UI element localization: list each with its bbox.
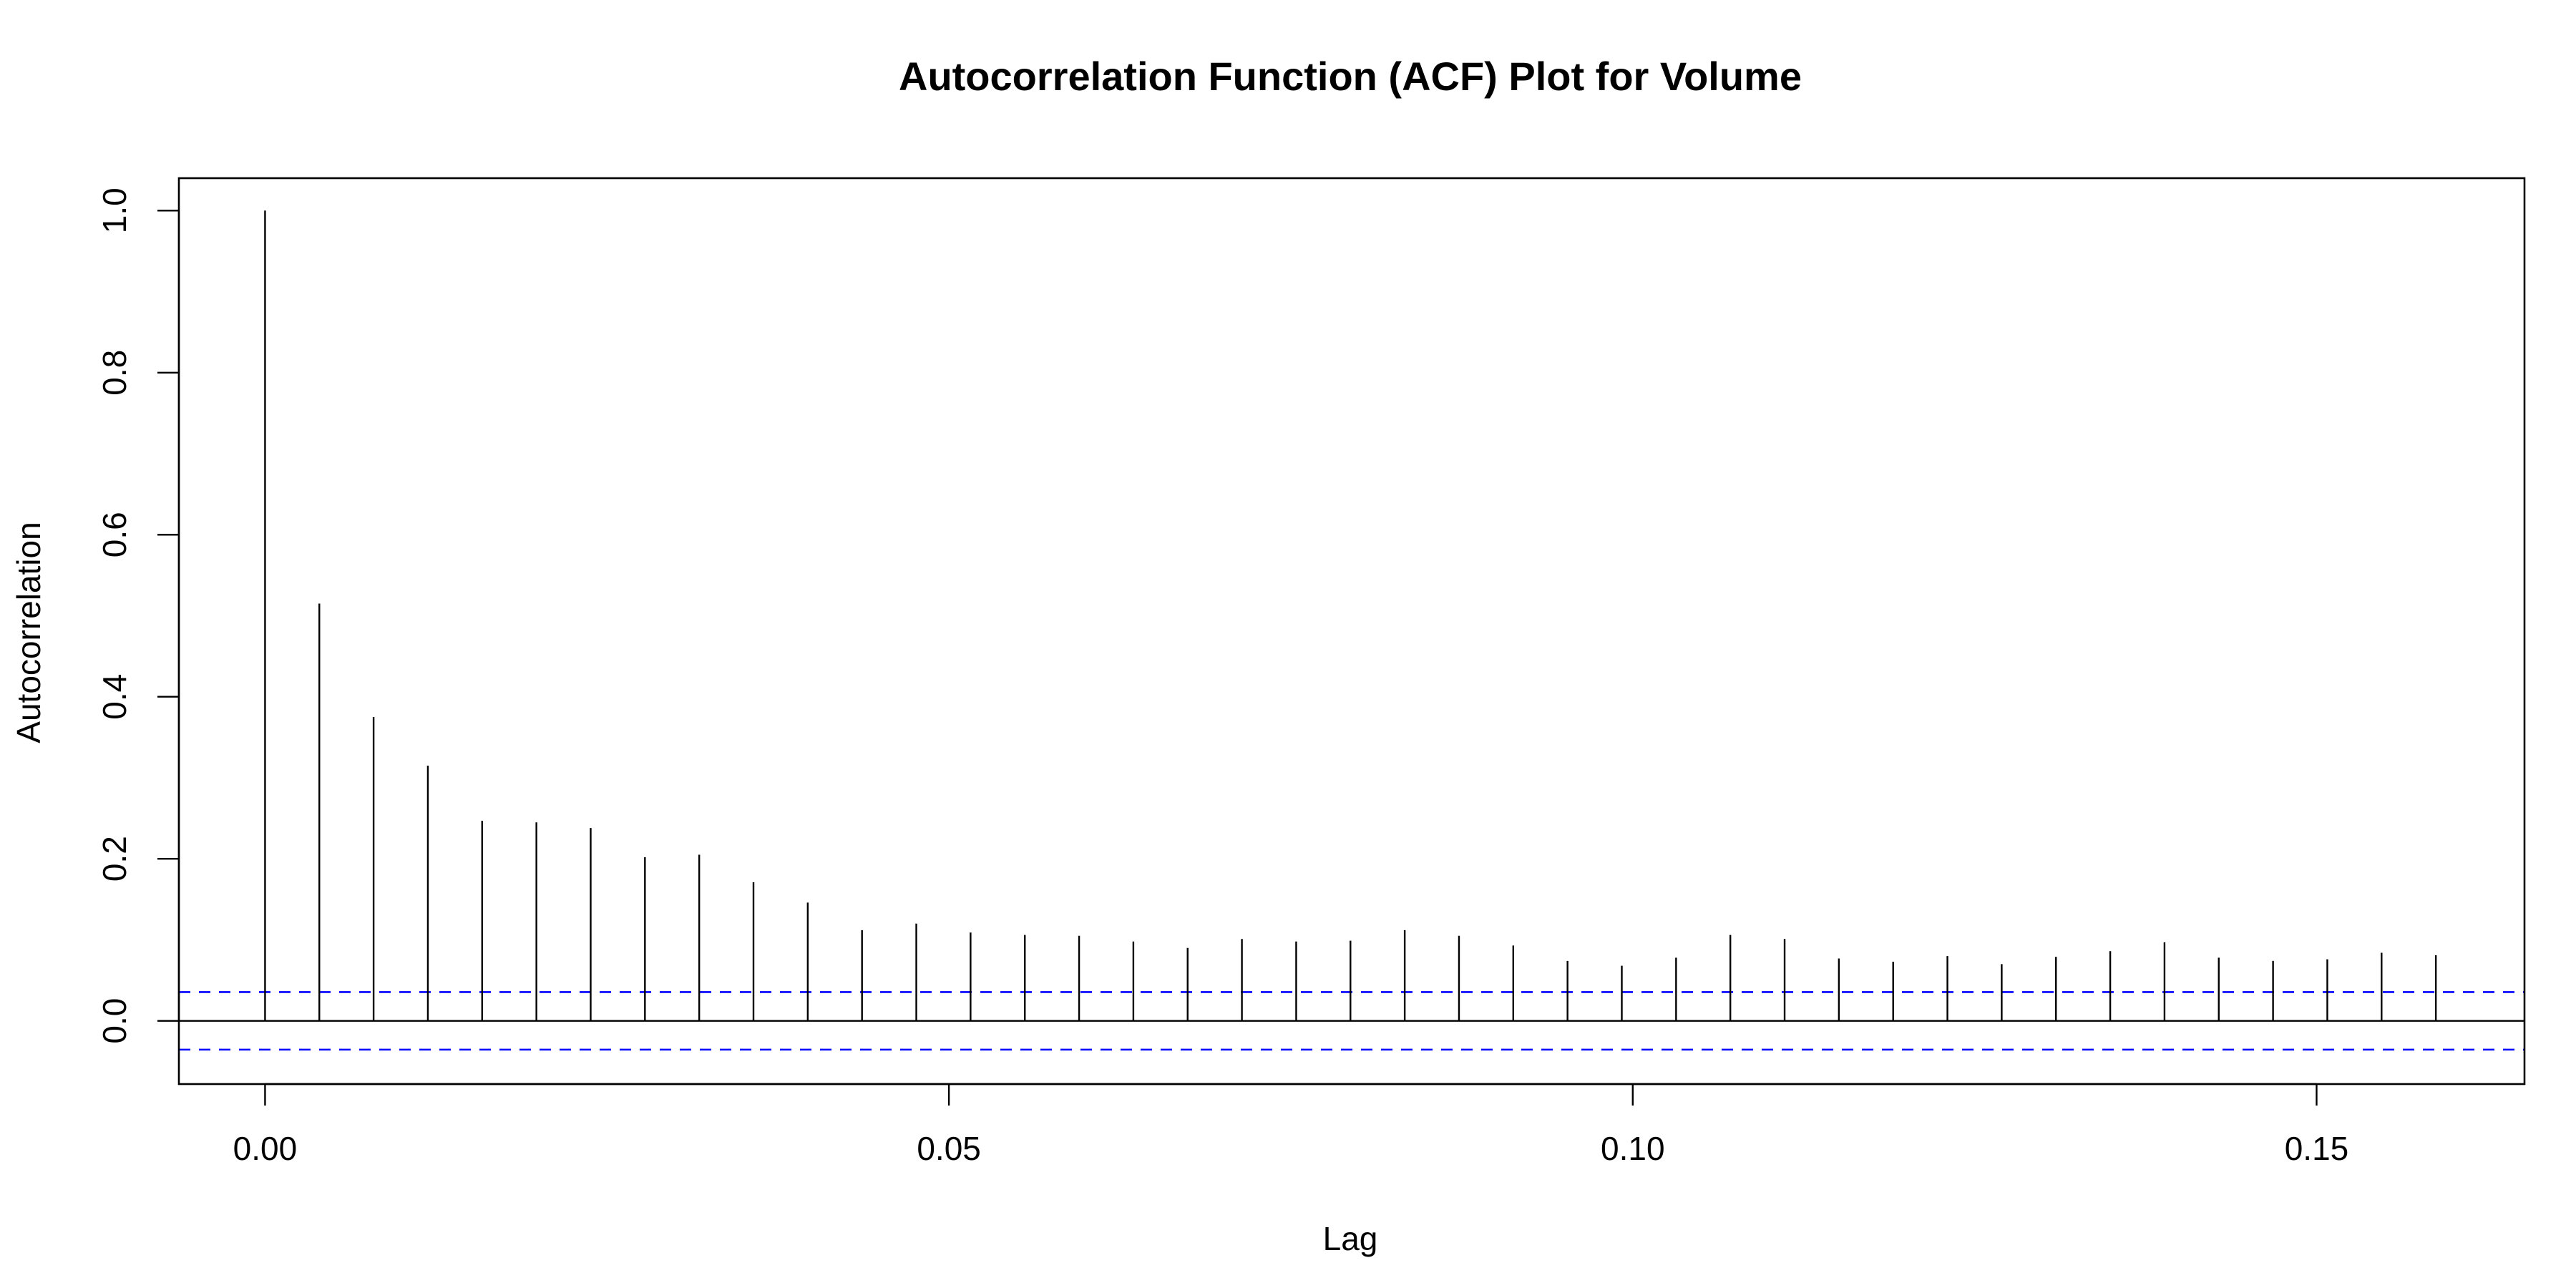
y-axis-label: Autocorrelation <box>10 522 47 743</box>
plot-area <box>179 210 2524 1051</box>
plot-frame <box>177 177 2526 1085</box>
x-tick-label: 0.10 <box>1601 1130 1665 1167</box>
x-axis: 0.00 0.05 0.10 0.15 <box>233 1083 2349 1167</box>
y-tick-label: 1.0 <box>96 187 133 233</box>
x-tick-label: 0.00 <box>233 1130 298 1167</box>
x-tick-label: 0.05 <box>917 1130 981 1167</box>
y-tick-label: 0.6 <box>96 512 133 557</box>
y-axis: 0.0 0.2 0.4 0.6 0.8 1.0 <box>96 187 180 1044</box>
x-axis-label: Lag <box>1323 1220 1378 1257</box>
chart-title: Autocorrelation Function (ACF) Plot for … <box>899 54 1802 99</box>
y-tick-label: 0.4 <box>96 674 133 720</box>
y-tick-label: 0.8 <box>96 350 133 396</box>
x-tick-label: 0.15 <box>2285 1130 2349 1167</box>
y-tick-label: 0.0 <box>96 998 133 1044</box>
y-tick-label: 0.2 <box>96 836 133 882</box>
